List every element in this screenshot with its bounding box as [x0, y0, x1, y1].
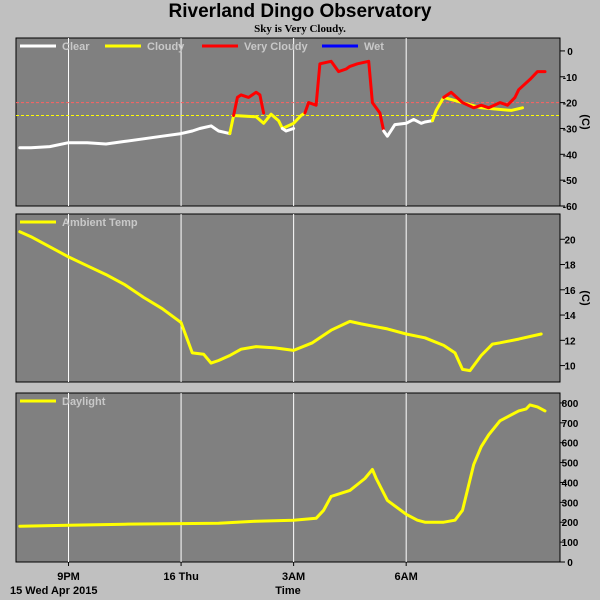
y-tick-label: 12 [564, 336, 576, 347]
page-title: Riverland Dingo Observatory [168, 1, 432, 22]
daylight-panel: 800 700 600 500 400 300 200 100 0 Daylight [15, 392, 579, 569]
series-line-cloudy [228, 111, 307, 136]
legend-label: Ambient Temp [62, 217, 138, 229]
y-tick-label: -30 [563, 124, 578, 135]
y-axis-unit: (C) [579, 114, 591, 130]
legend-label: Very Cloudy [244, 41, 308, 53]
y-tick-label: 14 [564, 311, 576, 322]
series-line-clear [382, 117, 434, 138]
series-line-very-cloudy [303, 59, 386, 133]
y-tick-label: 16 [564, 286, 576, 297]
series-line-daylight [18, 403, 547, 528]
y-tick-label: 0 [567, 47, 573, 58]
legend-label: Cloudy [147, 41, 185, 53]
legend-label: Clear [62, 41, 90, 53]
series-line-very-cloudy [232, 90, 266, 117]
y-tick-label: -40 [563, 150, 578, 161]
y-tick-label: 20 [564, 235, 576, 246]
y-tick-label: 500 [562, 459, 579, 470]
sky-plot-area [15, 37, 561, 207]
legend-label: Wet [364, 41, 384, 53]
y-tick-label: 18 [564, 261, 576, 272]
page-subtitle: Sky is Very Cloudy. [254, 23, 346, 35]
y-tick-label: 100 [562, 538, 579, 549]
daylight-plot-area [15, 392, 561, 563]
series-line-very-cloudy [442, 70, 547, 110]
y-tick-label: -20 [563, 99, 578, 110]
y-tick-label: 0 [567, 558, 573, 569]
y-tick-label: -10 [563, 73, 578, 84]
x-tick-label: 9PM [57, 571, 80, 583]
y-tick-label: 300 [562, 498, 579, 509]
y-tick-label: 600 [562, 439, 579, 450]
series-line-clear [280, 127, 296, 133]
ambient-panel: 20 18 16 14 12 10 (C) Ambient Temp [15, 213, 591, 383]
y-tick-label: 700 [562, 419, 579, 430]
x-axis-title: Time [275, 585, 300, 597]
series-line-ambient-temp [18, 230, 543, 373]
series-line-clear [18, 124, 232, 150]
y-axis-unit: (C) [579, 290, 591, 306]
y-tick-label: 200 [562, 518, 579, 529]
y-tick-label: -60 [563, 202, 578, 213]
legend-label: Daylight [62, 396, 106, 408]
x-date-label: 15 Wed Apr 2015 [10, 585, 97, 597]
x-tick-label: 6AM [395, 571, 418, 583]
y-tick-label: 800 [562, 399, 579, 410]
x-tick-label: 3AM [282, 571, 305, 583]
y-tick-label: 10 [564, 362, 576, 373]
ambient-plot-area [15, 213, 561, 383]
x-tick-label: 16 Thu [163, 571, 198, 583]
sky-panel: 0 -10 -20 -30 -40 -50 -60 (C) Clear Cloudy Very Cl… [15, 37, 591, 213]
y-tick-label: 400 [562, 478, 579, 489]
y-tick-label: -50 [563, 176, 578, 187]
